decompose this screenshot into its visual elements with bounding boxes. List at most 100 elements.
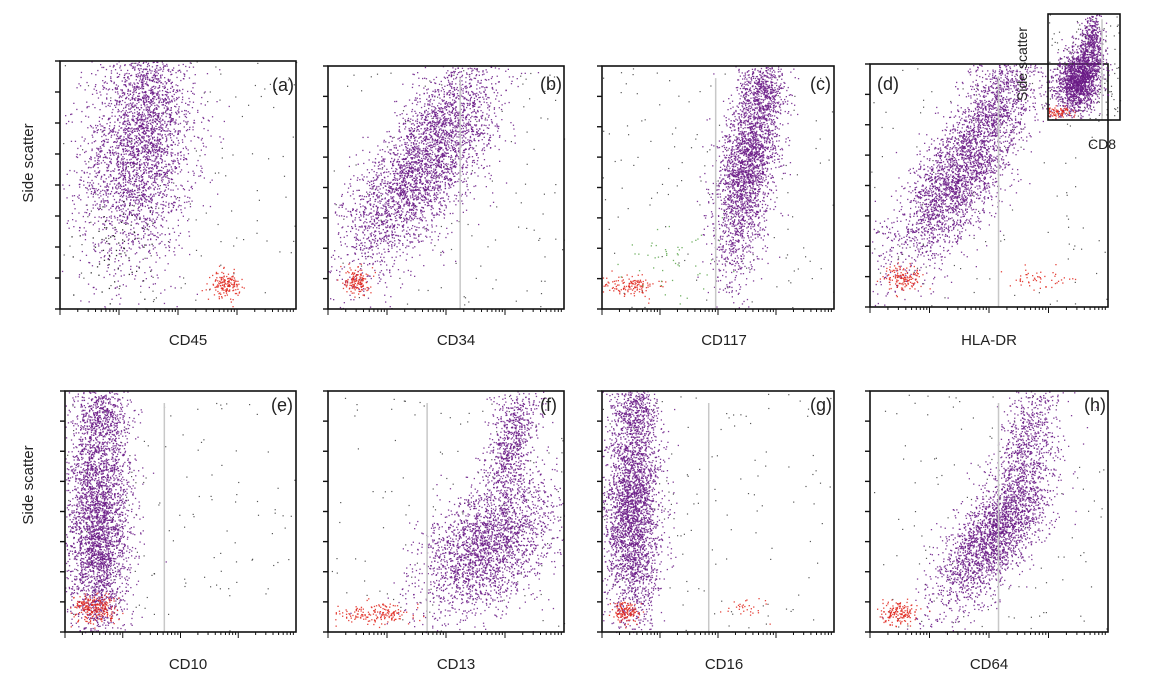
data-point: [150, 175, 153, 177]
data-point: [171, 99, 173, 101]
data-point: [166, 151, 168, 153]
data-point: [110, 170, 112, 173]
data-point: [129, 130, 131, 132]
data-point: [482, 148, 484, 150]
data-point: [446, 92, 448, 94]
data-point: [122, 175, 124, 177]
data-point: [170, 120, 172, 122]
data-point: [187, 111, 189, 113]
data-point: [434, 214, 436, 216]
data-point: [114, 258, 116, 260]
data-point: [174, 143, 176, 146]
data-point: [108, 209, 110, 211]
data-point: [462, 203, 464, 205]
data-point: [161, 148, 164, 150]
data-point: [128, 178, 131, 180]
data-point: [338, 232, 340, 234]
data-point: [122, 188, 124, 191]
data-point: [427, 151, 429, 153]
data-point: [94, 204, 97, 206]
data-point: [152, 128, 154, 130]
data-point: [383, 205, 385, 207]
data-point: [454, 89, 456, 91]
data-point: [221, 289, 223, 291]
data-point: [222, 278, 224, 280]
data-point: [205, 212, 207, 214]
data-point: [136, 159, 138, 161]
data-point: [403, 203, 405, 205]
data-point: [396, 251, 398, 253]
data-point: [102, 140, 104, 142]
data-point: [177, 197, 179, 199]
data-point: [166, 88, 169, 91]
data-point: [444, 137, 447, 139]
data-point: [427, 154, 429, 156]
data-point: [164, 86, 166, 89]
data-point: [133, 106, 135, 108]
data-point: [125, 120, 127, 123]
data-point: [164, 176, 167, 178]
data-point: [73, 226, 75, 228]
data-point: [110, 162, 112, 165]
data-point: [71, 195, 74, 197]
data-point: [104, 220, 107, 223]
data-point: [169, 71, 172, 73]
data-point: [177, 188, 179, 190]
data-point: [130, 139, 133, 142]
data-point: [379, 164, 381, 166]
data-point: [153, 109, 155, 111]
data-point: [200, 103, 202, 105]
data-point: [423, 188, 425, 191]
data-point: [143, 215, 145, 217]
data-point: [160, 68, 162, 70]
data-point: [374, 240, 376, 242]
data-point: [393, 204, 395, 206]
data-point: [116, 87, 118, 89]
data-point: [96, 190, 99, 192]
data-point: [162, 63, 164, 65]
data-point: [373, 185, 375, 187]
data-point: [215, 286, 217, 288]
data-point: [91, 148, 93, 150]
data-point: [123, 139, 125, 142]
data-point: [122, 151, 125, 153]
row2-y-axis-label: Side scatter: [20, 405, 40, 565]
data-point: [372, 246, 374, 248]
data-point: [180, 211, 183, 214]
data-point: [136, 142, 139, 144]
data-point: [120, 142, 122, 144]
data-point: [466, 166, 468, 169]
data-point: [495, 115, 497, 117]
data-point: [143, 155, 145, 157]
data-point: [391, 213, 393, 215]
data-point: [167, 164, 170, 166]
data-point: [427, 111, 429, 113]
data-point: [128, 179, 130, 182]
data-point: [142, 258, 144, 260]
data-point: [363, 248, 365, 250]
data-point: [167, 101, 169, 103]
data-point: [435, 176, 437, 178]
data-point: [129, 123, 131, 125]
data-point: [104, 102, 106, 105]
data-point: [183, 159, 185, 161]
data-point: [123, 191, 125, 193]
data-point: [423, 154, 425, 156]
data-point: [154, 111, 156, 114]
data-point: [418, 234, 420, 236]
data-point: [235, 280, 237, 282]
data-point: [156, 136, 159, 138]
data-point: [440, 203, 442, 205]
data-point: [137, 119, 139, 121]
data-point: [218, 298, 220, 300]
data-point: [149, 217, 151, 219]
data-point: [454, 150, 457, 152]
data-point: [172, 163, 174, 165]
data-point: [435, 165, 437, 167]
data-point: [132, 119, 135, 121]
data-point: [151, 197, 153, 199]
data-point: [193, 174, 195, 176]
data-point: [227, 278, 229, 280]
data-point: [347, 85, 349, 87]
data-point: [376, 260, 379, 262]
